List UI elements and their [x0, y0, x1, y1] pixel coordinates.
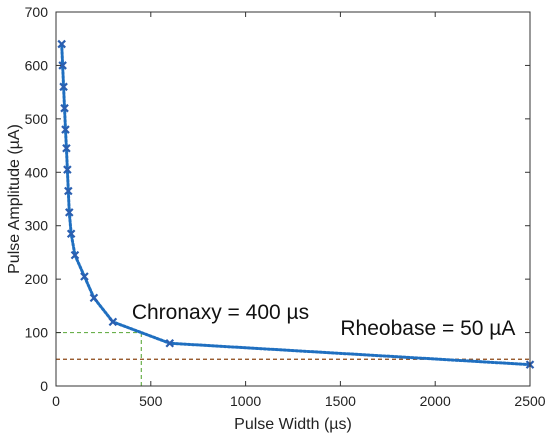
data-point [57, 39, 66, 49]
data-point [165, 338, 175, 348]
data-point-stroke [89, 293, 99, 303]
y-axis-title: Pulse Amplitude (µA) [6, 124, 23, 274]
x-tick-label: 500 [139, 393, 163, 409]
x-tick-label: 1500 [325, 393, 356, 409]
y-tick-label: 300 [25, 218, 49, 234]
data-point [58, 61, 67, 70]
data-point [108, 317, 118, 327]
series-line-1 [60, 42, 532, 367]
data-point-stroke [80, 272, 89, 281]
x-tick-label: 0 [52, 393, 60, 409]
data-point-stroke [108, 317, 118, 327]
data-point-stroke [58, 61, 67, 70]
x-tick-label: 2000 [420, 393, 451, 409]
y-tick-label: 600 [25, 57, 49, 73]
y-tick-label: 500 [25, 111, 49, 127]
data-point-stroke [70, 250, 80, 260]
data-point [66, 229, 76, 239]
y-tick-label: 400 [25, 164, 49, 180]
data-point-stroke [62, 143, 71, 153]
annotation-2: Rheobase = 50 µA [340, 317, 515, 340]
data-point-stroke [63, 165, 72, 174]
data-point-stroke [59, 82, 68, 92]
data-point [64, 186, 73, 196]
data-point [70, 250, 80, 260]
y-tick-label: 200 [25, 271, 49, 287]
x-axis-title: Pulse Width (µs) [234, 416, 352, 433]
annotations-layer: Chronaxy = 400 µs Rheobase = 50 µA [132, 301, 516, 340]
y-tick-label: 0 [40, 378, 48, 394]
data-point [80, 272, 89, 281]
data-point [61, 125, 70, 134]
y-tick-label: 700 [25, 4, 49, 20]
x-tick-label: 1000 [230, 393, 261, 409]
x-tick-label: 2500 [514, 393, 545, 409]
axes-layer: 0 500 1000 1500 2000 2500 0 100 200 300 400 500 600 7… [25, 4, 546, 409]
annotation-1: Chronaxy = 400 µs [132, 301, 309, 324]
data-point-stroke [165, 338, 175, 348]
data-point [89, 293, 99, 303]
data-point-stroke [61, 125, 70, 134]
data-point [62, 143, 71, 153]
plot-frame [55, 11, 531, 387]
data-point [64, 208, 74, 217]
data-point [59, 82, 68, 92]
data-point-stroke [60, 103, 69, 113]
data-point-stroke [66, 229, 76, 239]
data-point-stroke [64, 208, 74, 217]
data-point [60, 103, 69, 113]
data-point [63, 165, 72, 174]
data-point-stroke [57, 39, 66, 49]
y-tick-label: 100 [25, 325, 49, 341]
data-point-stroke [64, 186, 73, 196]
plot-background [56, 12, 530, 386]
